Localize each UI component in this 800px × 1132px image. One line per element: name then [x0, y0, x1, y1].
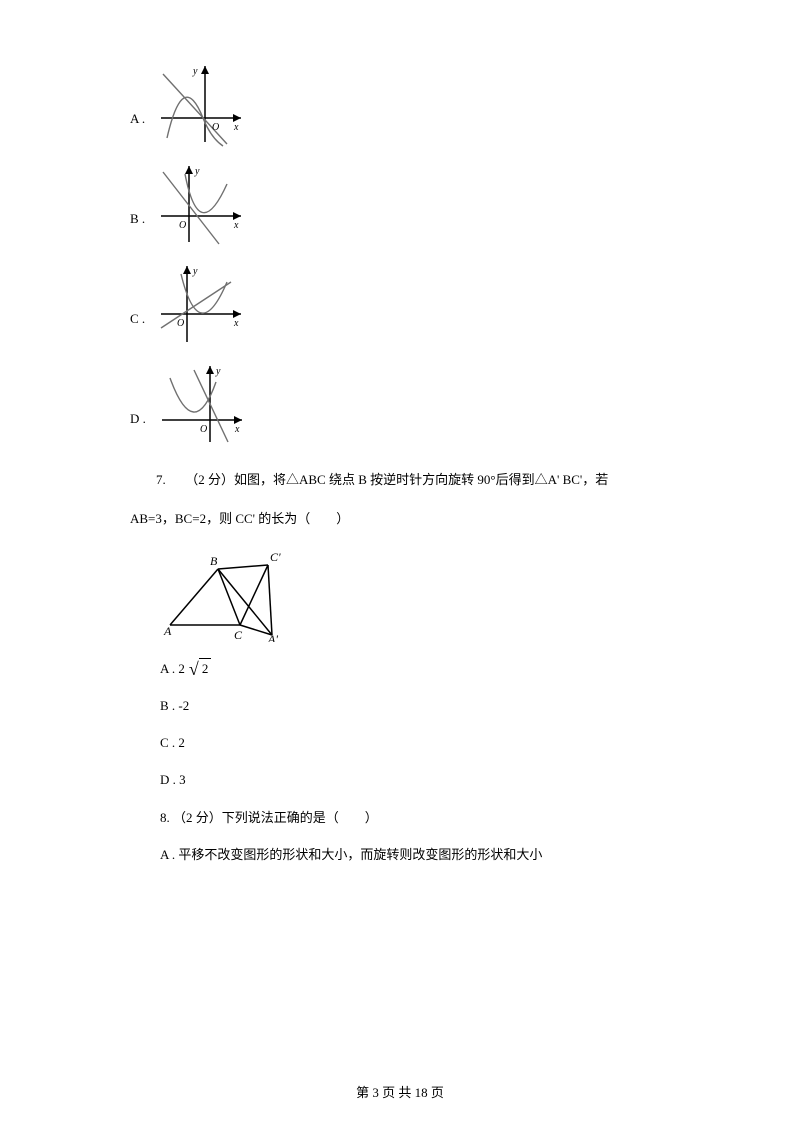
vertex-b: B [210, 554, 218, 568]
option-a[interactable]: A . O x y [130, 60, 690, 148]
option-a-label: A . [130, 109, 145, 148]
svg-text:O: O [179, 220, 186, 231]
svg-text:O: O [200, 424, 207, 435]
q7-ans-c[interactable]: C . 2 [160, 733, 690, 754]
svg-text:y: y [194, 166, 200, 177]
vertex-cp: C' [270, 550, 281, 564]
q7-line2: AB=3，BC=2，则 CC' 的长为（ ） [130, 505, 690, 534]
option-b-graph: O x y [153, 160, 248, 248]
option-a-graph: O x y [153, 60, 248, 148]
q7-figure: A B C C' A' [160, 547, 310, 642]
sqrt-icon: √2 [189, 658, 211, 680]
svg-text:x: x [234, 424, 240, 435]
q7-ans-a-prefix: A . 2 [160, 659, 185, 680]
option-b[interactable]: B . O x y [130, 160, 690, 248]
option-c-graph: O x y [153, 260, 248, 348]
svg-text:y: y [192, 266, 198, 277]
option-b-label: B . [130, 209, 145, 248]
option-d-graph: O x y [154, 360, 249, 448]
vertex-ap: A' [267, 632, 278, 642]
origin-label: O [212, 122, 219, 133]
svg-text:x: x [233, 122, 239, 133]
option-c[interactable]: C . O x y [130, 260, 690, 348]
q8-stem: 8. （2 分）下列说法正确的是（ ） [160, 808, 690, 829]
q7-ans-a[interactable]: A . 2 √2 [160, 658, 690, 680]
option-d-label: D . [130, 409, 146, 448]
svg-text:y: y [215, 366, 221, 377]
q7-line1: 7. （2 分）如图，将△ABC 绕点 B 按逆时针方向旋转 90°后得到△A'… [130, 466, 690, 495]
option-c-label: C . [130, 309, 145, 348]
svg-text:x: x [233, 220, 239, 231]
svg-text:x: x [233, 318, 239, 329]
q7-ans-b[interactable]: B . -2 [160, 696, 690, 717]
q8-ans-a[interactable]: A . 平移不改变图形的形状和大小，而旋转则改变图形的形状和大小 [160, 845, 690, 866]
svg-text:y: y [192, 66, 198, 77]
vertex-c: C [234, 628, 243, 642]
page-footer: 第 3 页 共 18 页 [0, 1083, 800, 1104]
svg-text:O: O [177, 318, 184, 329]
option-d[interactable]: D . O x y [130, 360, 690, 448]
q7-ans-d[interactable]: D . 3 [160, 770, 690, 791]
vertex-a: A [163, 624, 172, 638]
